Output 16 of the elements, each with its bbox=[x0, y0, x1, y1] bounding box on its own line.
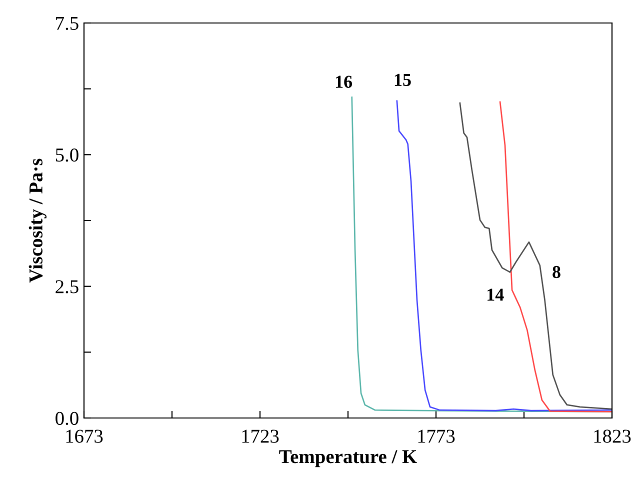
x-tick-label: 1723 bbox=[242, 430, 279, 443]
x-axis-title: Temperature / K bbox=[279, 450, 417, 468]
series-label: 14 bbox=[488, 288, 504, 301]
line-series bbox=[459, 102, 612, 410]
series-label: 16 bbox=[336, 76, 352, 88]
line-series bbox=[396, 100, 612, 412]
series-label: 15 bbox=[394, 74, 411, 86]
y-axis-title: Viscosity / Pa·s bbox=[28, 158, 46, 283]
x-tick-label: 1823 bbox=[594, 430, 631, 443]
y-tick-label: 2.5 bbox=[56, 280, 78, 294]
y-tick-label: 7.5 bbox=[56, 17, 78, 30]
series-label: 8 bbox=[552, 266, 560, 278]
x-tick-label: 1673 bbox=[66, 430, 103, 443]
x-tick-label: 1773 bbox=[418, 430, 455, 443]
y-tick-label: 5.0 bbox=[56, 148, 78, 162]
y-tick-label: 0.0 bbox=[56, 412, 78, 426]
